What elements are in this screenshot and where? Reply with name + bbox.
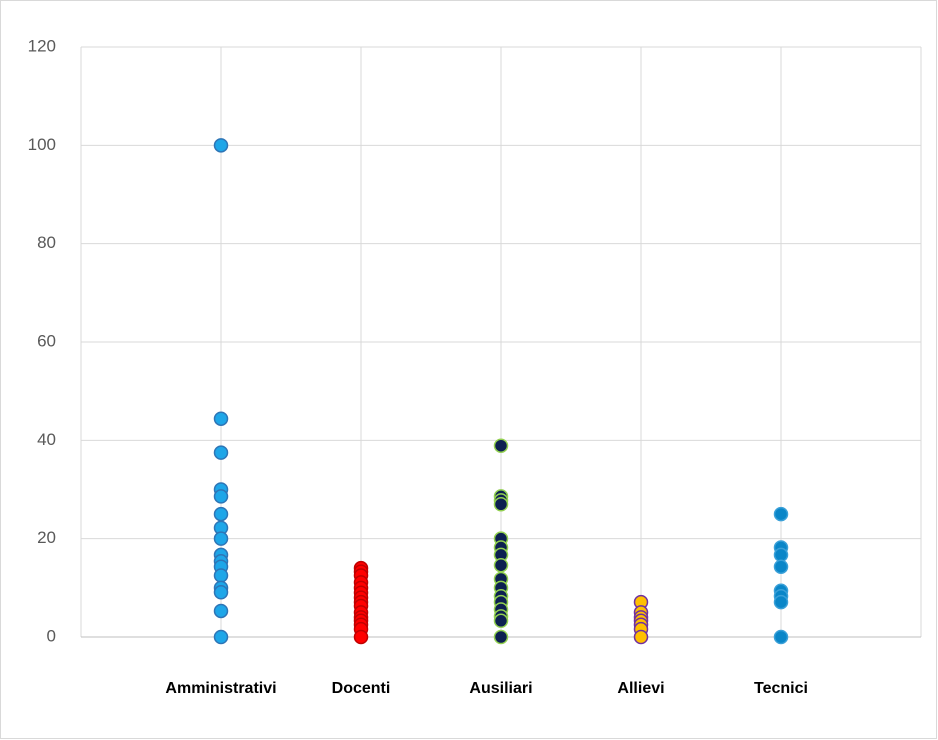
- point: [493, 613, 509, 629]
- point: [633, 629, 649, 645]
- point: [213, 138, 229, 153]
- point: [213, 506, 229, 522]
- point: [493, 438, 509, 453]
- point: [773, 594, 789, 610]
- x-tick-label: Docenti: [332, 680, 391, 697]
- y-tick-label: 60: [37, 331, 56, 350]
- y-tick-label: 120: [28, 36, 56, 55]
- point: [353, 629, 369, 645]
- point: [773, 559, 789, 574]
- point: [213, 603, 229, 619]
- point: [213, 629, 229, 645]
- point: [213, 445, 229, 460]
- y-tick-label: 0: [47, 626, 56, 645]
- point: [213, 411, 229, 426]
- x-tick-label: Amministrativi: [165, 680, 276, 697]
- y-tick-label: 100: [28, 135, 56, 154]
- x-tick-label: Allievi: [617, 680, 664, 697]
- point: [213, 585, 229, 600]
- point: [773, 506, 789, 522]
- point: [773, 629, 789, 645]
- y-tick-label: 20: [37, 528, 56, 547]
- point: [493, 557, 509, 573]
- point: [493, 497, 509, 512]
- x-tick-label: Ausiliari: [469, 680, 532, 697]
- point: [213, 568, 229, 583]
- y-tick-label: 80: [37, 233, 56, 252]
- y-tick-label: 40: [37, 430, 56, 449]
- point: [213, 489, 229, 504]
- point: [213, 531, 229, 546]
- x-tick-label: Tecnici: [754, 680, 808, 697]
- point: [493, 629, 509, 645]
